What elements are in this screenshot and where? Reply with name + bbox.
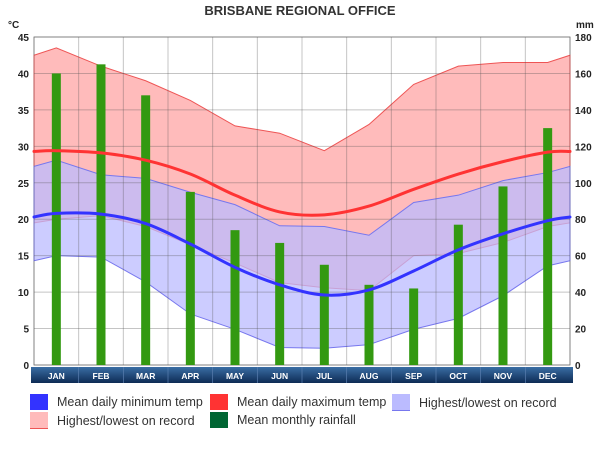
x-tick-oct: OCT	[449, 371, 468, 381]
x-tick-jul: JUL	[316, 371, 332, 381]
rainfall-bar-may	[230, 230, 240, 365]
legend-swatch	[210, 394, 228, 410]
record-band	[33, 159, 571, 349]
legend-label: Mean daily minimum temp	[57, 395, 203, 409]
y-tick-left: 35	[18, 106, 30, 117]
rainfall-bar-sep	[409, 288, 419, 365]
y-tick-right: 80	[575, 215, 587, 226]
rainfall-bar-mar	[141, 95, 151, 366]
x-tick-mar: MAR	[136, 371, 155, 381]
line-mean-min	[32, 211, 572, 297]
y-tick-right: 20	[575, 325, 587, 336]
legend-swatch	[30, 394, 48, 410]
x-tick-jan: JAN	[48, 371, 65, 381]
y-tick-right: 40	[575, 288, 587, 299]
rainfall-bar-nov	[498, 186, 508, 365]
rainfall-bar-dec	[543, 128, 553, 365]
line-mean-max	[32, 149, 572, 217]
legend-label: Highest/lowest on record	[57, 413, 195, 428]
legend-swatch	[210, 412, 228, 428]
y-tick-right: 180	[575, 33, 592, 44]
x-tick-sep: SEP	[405, 371, 422, 381]
rainfall-bar-apr	[185, 191, 195, 365]
y-tick-left: 20	[18, 215, 30, 226]
legend-item-max: Mean daily maximum temp	[210, 394, 386, 410]
y-axis-right-label: mm	[576, 20, 594, 31]
legend-label: Mean monthly rainfall	[237, 413, 356, 427]
y-tick-left: 45	[18, 33, 30, 44]
y-tick-right: 140	[575, 106, 592, 117]
legend-swatch	[392, 394, 410, 411]
x-tick-may: MAY	[226, 371, 244, 381]
x-tick-nov: NOV	[494, 371, 513, 381]
y-tick-left: 25	[18, 179, 30, 190]
x-tick-dec: DEC	[539, 371, 557, 381]
y-tick-right: 100	[575, 179, 592, 190]
y-tick-left: 30	[18, 142, 30, 153]
y-tick-left: 5	[23, 325, 29, 336]
legend-item-red-record: Highest/lowest on record	[30, 412, 195, 429]
legend-swatch	[30, 412, 48, 429]
legend-label: Mean daily maximum temp	[237, 395, 387, 409]
y-tick-left: 15	[18, 252, 30, 263]
rainfall-bar-jul	[319, 264, 329, 365]
rainfall-bar-aug	[364, 284, 374, 365]
x-tick-feb: FEB	[93, 371, 110, 381]
chart-title: BRISBANE REGIONAL OFFICE	[204, 3, 395, 18]
y-axis-left-label: °C	[8, 20, 19, 31]
y-tick-right: 0	[575, 361, 581, 372]
legend-item-blue-record: Highest/lowest on record	[392, 394, 557, 411]
y-tick-left: 40	[18, 69, 30, 80]
x-tick-aug: AUG	[360, 371, 379, 381]
legend-item-rainfall: Mean monthly rainfall	[210, 412, 356, 428]
legend-item-min: Mean daily minimum temp	[30, 394, 203, 410]
x-tick-apr: APR	[181, 371, 199, 381]
rainfall-bar-jan	[51, 73, 61, 365]
y-tick-left: 10	[18, 288, 30, 299]
rainfall-bar-oct	[453, 224, 463, 365]
y-tick-right: 120	[575, 142, 592, 153]
rainfall-bar-jun	[275, 242, 285, 365]
legend-label: Highest/lowest on record	[419, 395, 557, 410]
y-tick-right: 160	[575, 69, 592, 80]
x-tick-jun: JUN	[271, 371, 288, 381]
y-tick-right: 60	[575, 252, 587, 263]
y-tick-left: 0	[23, 361, 29, 372]
